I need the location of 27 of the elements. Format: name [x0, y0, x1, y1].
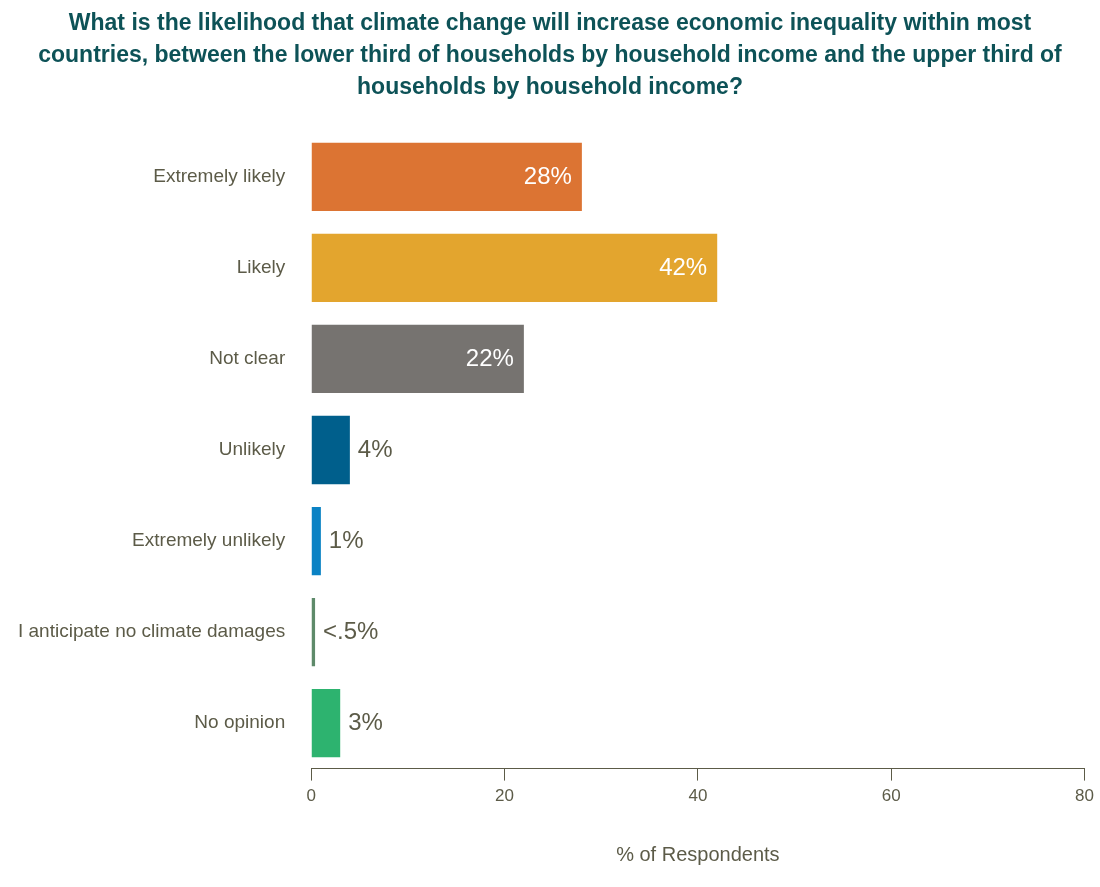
y-tick-label: Extremely unlikely [132, 529, 286, 551]
bar [311, 688, 341, 758]
x-tick-label: 0 [306, 786, 316, 806]
y-tick-label: Extremely likely [153, 165, 286, 187]
data-label: 42% [659, 252, 708, 280]
y-tick-label: Not clear [209, 347, 286, 369]
y-tick-label: Likely [236, 256, 286, 278]
data-label: 4% [357, 434, 393, 462]
y-tick-label: Unlikely [218, 438, 286, 460]
data-label: <.5% [323, 616, 379, 644]
y-tick-label: No opinion [194, 711, 286, 733]
data-label: 22% [465, 343, 514, 371]
bar [311, 142, 582, 212]
x-tick-label: 80 [1075, 786, 1095, 806]
x-tick-label: 20 [495, 786, 514, 806]
x-axis-title: % of Respondents [616, 842, 780, 865]
x-tick-label: 60 [881, 786, 901, 806]
y-tick-label: I anticipate no climate damages [17, 620, 286, 642]
bar [311, 506, 321, 576]
data-label: 3% [348, 707, 383, 735]
x-tick-label: 40 [688, 786, 708, 806]
bar [311, 324, 524, 394]
data-label: 1% [328, 525, 364, 553]
bar [311, 415, 350, 485]
chart-title: What is the likelihood that climate change will increase economic inequality within most countries, between the lower third of households by household income and the upper third of households by household income? [37, 8, 1063, 101]
data-label: 28% [523, 161, 572, 189]
bar [311, 233, 718, 303]
